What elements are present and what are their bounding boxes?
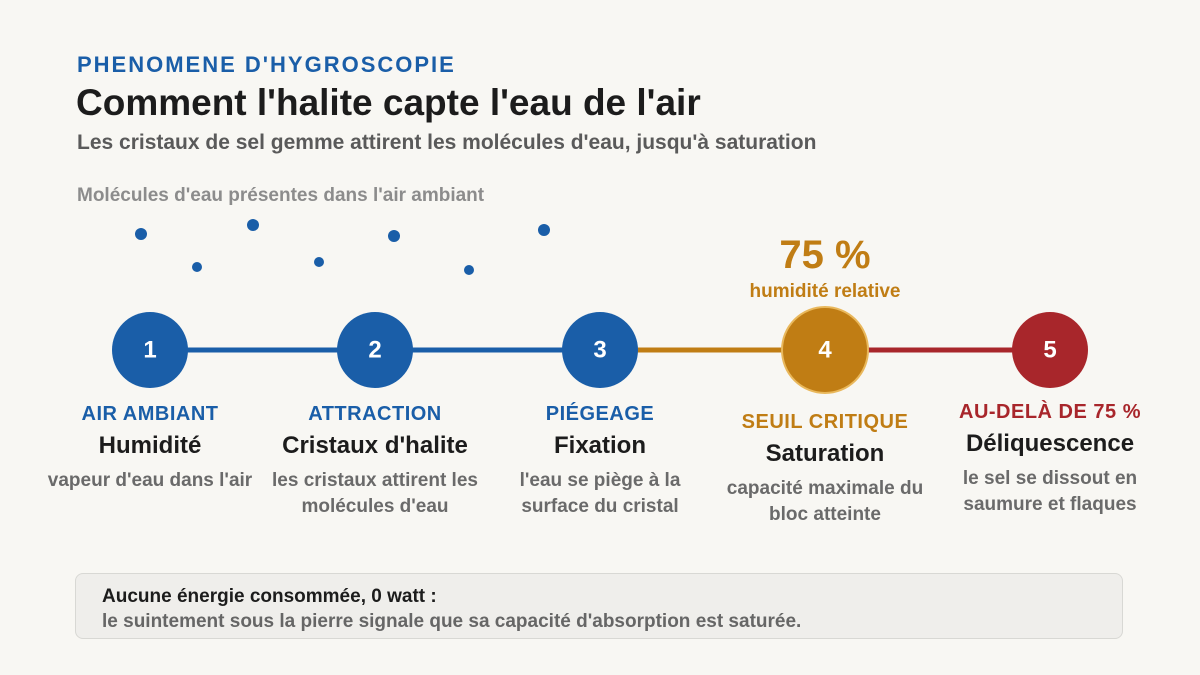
threshold-label: humidité relative (749, 281, 901, 302)
step-label: SEUIL CRITIQUE (741, 411, 909, 433)
molecules-caption: Molécules d'eau présentes dans l'air amb… (77, 185, 485, 206)
step-description: l'eau se piège à la surface du cristal (519, 470, 681, 517)
step: PIÉGEAGE Fixation l'eau se piège à la surf… (485, 403, 715, 520)
water-molecules (135, 219, 550, 275)
step-circle (1012, 312, 1088, 388)
step-number: 4 (818, 337, 832, 364)
step: AIR AMBIANT Humidité vapeur d'eau dans l'a… (35, 403, 265, 494)
footer-text: le suintement sous la pierre signale que… (102, 611, 802, 632)
footer-note: Aucune énergie consommée, 0 watt : le su… (75, 573, 1123, 639)
step-circle (781, 306, 869, 394)
step-title: Saturation (765, 440, 885, 467)
step-title: Humidité (98, 432, 202, 459)
step-number: 3 (593, 337, 606, 364)
step-circle (562, 312, 638, 388)
step-number: 5 (1043, 337, 1056, 364)
step-description: vapeur d'eau dans l'air (47, 470, 253, 491)
step: AU-DELÀ DE 75 % Déliquescence le sel se di… (935, 401, 1165, 518)
title: Comment l'halite capte l'eau de l'air (76, 82, 701, 123)
step-circle (337, 312, 413, 388)
threshold-value: 75 % (779, 233, 871, 277)
step-description: le sel se dissout en saumure et flaques (962, 468, 1138, 515)
step-circle (112, 312, 188, 388)
footer-headline: Aucune énergie consommée, 0 watt : (102, 586, 437, 607)
step-title: Cristaux d'halite (282, 432, 468, 459)
step-description: les cristaux attirent les molécules d'ea… (272, 470, 478, 517)
step-title: Fixation (553, 432, 646, 459)
step-title: Déliquescence (965, 430, 1135, 457)
step-label: PIÉGEAGE (545, 403, 655, 425)
step-number: 2 (368, 337, 381, 364)
subtitle: Les cristaux de sel gemme attirent les m… (77, 131, 817, 154)
step-label: AIR AMBIANT (81, 403, 219, 425)
step: SEUIL CRITIQUE Saturation capacité maximal… (710, 411, 940, 528)
kicker: PHENOMENE D'HYGROSCOPIE (77, 52, 456, 77)
step-description: capacité maximale du bloc atteinte (726, 478, 924, 525)
step-label: ATTRACTION (308, 403, 442, 425)
step-number: 1 (143, 337, 156, 364)
step: ATTRACTION Cristaux d'halite les cristaux … (260, 403, 490, 520)
step-label: AU-DELÀ DE 75 % (959, 401, 1141, 423)
